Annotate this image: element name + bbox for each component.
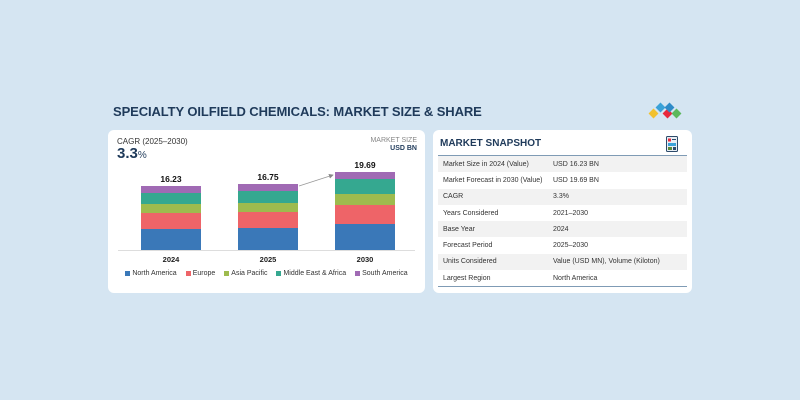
x-axis-tick-label: 2030 <box>356 255 374 264</box>
snapshot-value: North America <box>553 274 598 282</box>
legend-item: Europe <box>185 270 216 277</box>
stacked-bar-chart: 16.23 2024 16.75 2025 19.69 2030 <box>108 130 425 293</box>
bar-segment-europe <box>335 205 395 225</box>
bar-2024 <box>141 186 201 250</box>
bar-segment-north-america <box>141 228 201 250</box>
bar-segment-asia-pacific <box>141 204 201 214</box>
snapshot-key: Years Considered <box>443 209 499 217</box>
bar-segment-europe <box>238 211 298 229</box>
snapshot-bottom-divider <box>438 286 687 287</box>
bar-2025 <box>238 183 298 250</box>
bar-segment-south-america <box>141 186 201 193</box>
snapshot-value: 2021–2030 <box>553 209 589 217</box>
bar-segment-europe <box>141 213 201 229</box>
snapshot-key: CAGR <box>443 193 464 201</box>
bar-2030 <box>335 172 395 250</box>
bar-segment-south-america <box>335 172 395 179</box>
snapshot-key: Forecast Period <box>443 242 493 250</box>
snapshot-value: 2024 <box>553 225 569 233</box>
page-title: SPECIALTY OILFIELD CHEMICALS: MARKET SIZ… <box>113 104 482 119</box>
bar-total-label: 16.75 <box>257 171 279 182</box>
bar-segment-north-america <box>238 228 298 250</box>
legend-item: South America <box>355 270 408 277</box>
bar-segment-south-america <box>238 183 298 191</box>
bar-segment-middle-east-africa <box>238 190 298 203</box>
bar-segment-north-america <box>335 224 395 250</box>
bar-segment-middle-east-africa <box>335 178 395 194</box>
legend-label: South America <box>362 270 408 277</box>
x-axis-tick-label: 2024 <box>162 255 180 264</box>
legend-label: North America <box>132 270 177 277</box>
cagr-unit: % <box>137 150 147 161</box>
snapshot-row: Years Considered 2021–2030 <box>438 205 687 221</box>
snapshot-value: USD 16.23 BN <box>553 160 599 168</box>
snapshot-row: Market Size in 2024 (Value) USD 16.23 BN <box>438 156 687 173</box>
report-document-icon <box>666 136 678 152</box>
snapshot-key: Units Considered <box>443 258 497 266</box>
legend-swatch-icon <box>276 271 282 276</box>
market-size-unit: USD BN <box>390 145 417 152</box>
snapshot-value: Value (USD MN), Volume (Kiloton) <box>553 258 660 266</box>
bar-total-label: 19.69 <box>354 160 376 171</box>
legend-label: Middle East & Africa <box>283 270 347 277</box>
snapshot-value: 3.3% <box>553 193 569 201</box>
bar-segment-asia-pacific <box>238 202 298 212</box>
x-axis-line <box>118 250 415 251</box>
legend-swatch-icon <box>224 271 230 276</box>
snapshot-top-divider <box>438 155 687 156</box>
legend-swatch-icon <box>355 271 361 276</box>
legend-label: Europe <box>192 270 216 277</box>
bar-segment-middle-east-africa <box>141 192 201 205</box>
cagr-label: CAGR (2025–2030) <box>117 137 188 146</box>
legend-item: Asia Pacific <box>224 270 267 277</box>
snapshot-value: 2025–2030 <box>553 242 589 250</box>
snapshot-row: Market Forecast in 2030 (Value) USD 19.69… <box>438 172 687 188</box>
bar-segment-asia-pacific <box>335 193 395 206</box>
snapshot-table: Market Size in 2024 (Value) USD 16.23 BN M… <box>438 156 687 286</box>
snapshot-row: CAGR 3.3% <box>438 188 687 205</box>
snapshot-key: Largest Region <box>443 274 491 282</box>
snapshot-title: MARKET SNAPSHOT <box>440 138 542 149</box>
cagr-value: 3.3% <box>117 145 147 162</box>
bar-total-label: 16.23 <box>160 174 182 184</box>
snapshot-row: Forecast Period 2025–2030 <box>438 237 687 253</box>
snapshot-key: Base Year <box>443 225 475 233</box>
legend-item: North America <box>125 270 177 277</box>
legend-swatch-icon <box>125 271 131 276</box>
market-size-chart-card: CAGR (2025–2030) 3.3% MARKET SIZE USD BN… <box>108 130 425 293</box>
legend-item: Middle East & Africa <box>276 270 346 277</box>
snapshot-key: Market Forecast in 2030 (Value) <box>443 176 543 184</box>
snapshot-value: USD 19.69 BN <box>553 176 599 184</box>
chart-legend: North America Europe Asia Pacific Middle Ea… <box>108 270 425 277</box>
snapshot-row: Base Year 2024 <box>438 221 687 238</box>
market-snapshot-card: MARKET SNAPSHOT Market Size in 2024 (Val… <box>433 130 692 293</box>
legend-swatch-icon <box>185 271 191 276</box>
x-axis-tick-label: 2025 <box>259 255 277 264</box>
legend-label: Asia Pacific <box>231 270 268 277</box>
cagr-number: 3.3 <box>117 145 138 162</box>
market-size-label: MARKET SIZE <box>370 137 417 144</box>
snapshot-row: Units Considered Value (USD MN), Volume (… <box>438 253 687 271</box>
snapshot-row: Largest Region North America <box>438 270 687 286</box>
snapshot-key: Market Size in 2024 (Value) <box>443 160 529 168</box>
growth-arrow-icon <box>298 173 334 187</box>
brand-logo-icon <box>648 102 682 119</box>
